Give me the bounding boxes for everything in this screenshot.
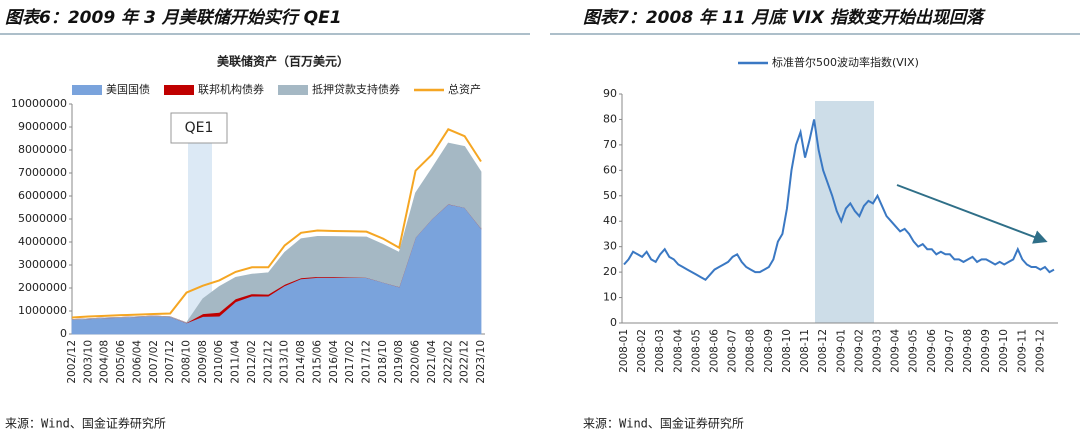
series-line	[623, 119, 1055, 282]
trend-arrow	[896, 184, 1048, 244]
x-tick-label: 2008-09	[763, 329, 775, 373]
chart-title: 美联储资产（百万美元）	[217, 54, 349, 69]
y-tick-label: 0	[60, 327, 67, 340]
x-tick-label: 2008-06	[709, 329, 721, 373]
x-tick-label: 2023/10	[475, 340, 487, 384]
x-tick-label: 2007/02	[148, 340, 160, 384]
y-tick-label: 8000000	[18, 143, 67, 156]
x-tick-label: 2008-08	[745, 329, 757, 373]
x-tick-label: 2009-01	[835, 329, 847, 373]
x-tick-label: 2002/12	[66, 340, 78, 384]
x-tick-label: 2020/06	[410, 340, 422, 384]
y-tick-label: 1000000	[18, 304, 67, 317]
x-tick-label: 2009-05	[908, 329, 920, 373]
y-tick-label: 3000000	[18, 258, 67, 271]
x-tick-label: 2012/02	[246, 340, 258, 384]
x-tick-label: 2009-04	[890, 329, 902, 373]
x-tick-label: 2008-01	[618, 329, 630, 373]
x-tick-label: 2014/08	[295, 340, 307, 384]
x-tick-label: 2006/04	[131, 340, 143, 384]
legend-label: 总资产	[448, 82, 481, 96]
source-note: 来源：Wind、国金证券研究所	[583, 416, 744, 431]
y-tick-label: 20	[603, 265, 617, 278]
x-tick-label: 2015/06	[311, 340, 323, 384]
x-tick-label: 2009-07	[944, 329, 956, 373]
x-tick-label: 2008-03	[654, 329, 666, 373]
legend-label: 美国国债	[106, 82, 150, 96]
y-tick-label: 50	[603, 189, 617, 202]
x-tick-label: 2013/10	[279, 340, 291, 384]
x-tick-label: 2008-10	[781, 329, 793, 373]
x-tick-label: 2012/12	[262, 340, 274, 384]
x-tick-label: 2022/02	[442, 340, 454, 384]
y-tick-label: 5000000	[18, 212, 67, 225]
x-tick-label: 2003/10	[82, 340, 94, 384]
source-note: 来源：Wind、国金证券研究所	[5, 416, 166, 431]
panel-heading: 图表6：2009 年 3 月美联储开始实行 QE1	[5, 8, 342, 28]
x-tick-label: 2016/04	[328, 340, 340, 384]
y-tick-label: 10000000	[11, 97, 67, 110]
y-tick-label: 30	[603, 240, 617, 253]
y-tick-label: 60	[603, 163, 617, 176]
x-tick-label: 2009-10	[998, 329, 1010, 373]
y-tick-label: 80	[603, 112, 617, 125]
series-line	[71, 128, 482, 319]
y-tick-label: 9000000	[18, 120, 67, 133]
panel-heading: 图表7：2008 年 11 月底 VIX 指数变开始出现回落	[583, 8, 986, 28]
x-tick-label: 2009-12	[1034, 329, 1046, 373]
x-tick-label: 2009-02	[853, 329, 865, 373]
y-tick-label: 40	[603, 214, 617, 227]
x-tick-label: 2009-06	[926, 329, 938, 373]
x-tick-label: 2008-12	[817, 329, 829, 373]
x-tick-label: 2008/10	[181, 340, 193, 384]
legend-label: 抵押贷款支持债券	[312, 82, 400, 96]
legend-label: 标准普尔500波动率指数(VIX)	[772, 55, 919, 69]
y-tick-label: 0	[610, 316, 617, 329]
y-tick-label: 90	[603, 87, 617, 100]
x-tick-label: 2004/08	[99, 340, 111, 384]
x-tick-label: 2009/08	[197, 340, 209, 384]
x-tick-label: 2019/08	[393, 340, 405, 384]
x-tick-label: 2008-07	[727, 329, 739, 373]
legend-label: 联邦机构债券	[198, 82, 264, 96]
legend-swatch	[278, 85, 308, 95]
x-tick-label: 2005/06	[115, 340, 127, 384]
x-tick-label: 2009-09	[980, 329, 992, 373]
x-tick-label: 2008-04	[672, 329, 684, 373]
y-tick-label: 70	[603, 138, 617, 151]
x-tick-label: 2009-03	[871, 329, 883, 373]
x-tick-label: 2018/10	[377, 340, 389, 384]
x-tick-label: 2009-11	[1016, 329, 1028, 373]
y-tick-label: 4000000	[18, 235, 67, 248]
y-tick-label: 6000000	[18, 189, 67, 202]
legend-swatch	[164, 85, 194, 95]
annotation-box	[170, 112, 228, 144]
x-tick-label: 2008-02	[636, 329, 648, 373]
y-tick-label: 7000000	[18, 166, 67, 179]
stacked-area	[71, 142, 482, 324]
legend-swatch	[72, 85, 102, 95]
x-tick-label: 2017/02	[344, 340, 356, 384]
x-tick-label: 2008-05	[690, 329, 702, 373]
annotation: QE1	[185, 120, 214, 136]
x-tick-label: 2022/12	[459, 340, 471, 384]
x-tick-label: 2010/06	[213, 340, 225, 384]
x-tick-label: 2017/12	[360, 340, 372, 384]
x-tick-label: 2009-08	[962, 329, 974, 373]
y-tick-label: 10	[603, 291, 617, 304]
x-tick-label: 2008-11	[799, 329, 811, 373]
x-tick-label: 2007/12	[164, 340, 176, 384]
x-tick-label: 2021/04	[426, 340, 438, 384]
y-tick-label: 2000000	[18, 281, 67, 294]
x-tick-label: 2011/04	[230, 340, 242, 384]
